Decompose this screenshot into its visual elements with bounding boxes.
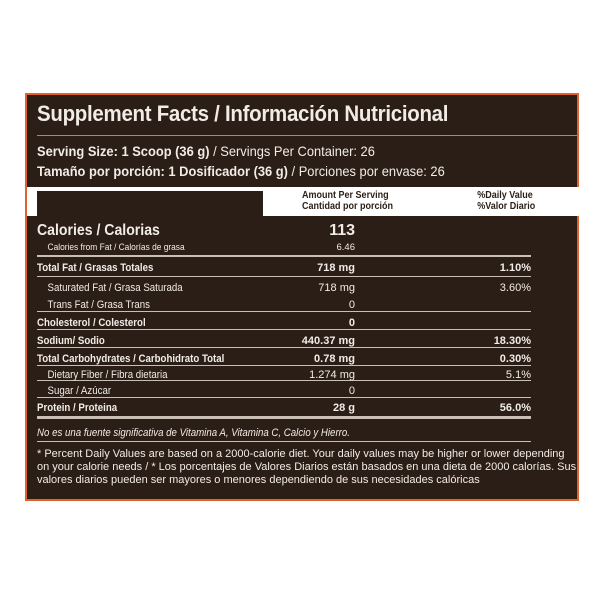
row-divider	[37, 380, 531, 381]
nutrient-amount: 718 mg	[318, 282, 355, 294]
nutrient-label: Sugar / Azúcar	[47, 385, 112, 397]
calories-from-fat-value: 6.46	[336, 242, 356, 253]
amount-header-en: Amount Per Serving	[302, 190, 389, 201]
dv-header-es: %Valor Diario	[477, 201, 536, 212]
nutrient-amount: 1.274 mg	[309, 369, 355, 381]
dv-header-en: %Daily Value	[477, 190, 533, 201]
nutrient-daily-value: 0.30%	[499, 353, 531, 365]
serving-size-label-es: Tamaño por porción: 1 Dosificador (36 g)	[37, 163, 288, 179]
nutrient-daily-value: 5.1%	[505, 369, 531, 381]
amount-header: Amount Per Serving Cantidad por porción	[302, 190, 393, 212]
nutrient-daily-value: 1.10%	[499, 262, 531, 274]
nutrient-amount: 718 mg	[317, 262, 355, 274]
divider	[37, 135, 577, 136]
nutrient-daily-value: 56.0%	[499, 402, 531, 414]
calories-row: Calories / Calorias 113	[37, 222, 531, 240]
vitamin-note: No es una fuente significativa de Vitami…	[37, 427, 350, 439]
nutrient-label: Sodium/ Sodio	[37, 335, 105, 347]
serving-size-label: Serving Size: 1 Scoop (36 g)	[37, 143, 210, 159]
row-divider	[37, 416, 531, 419]
nutrient-amount: 0	[348, 317, 355, 329]
row-divider	[37, 329, 531, 330]
nutrient-amount: 0	[348, 385, 355, 397]
calories-label: Calories / Calorias	[37, 222, 160, 239]
column-header-blank	[37, 191, 263, 216]
servings-per-container-es: / Porciones por envase: 26	[287, 163, 445, 179]
nutrient-label: Dietary Fiber / Fibra dietaria	[47, 369, 168, 381]
nutrient-label: Protein / Proteina	[37, 402, 118, 414]
row-divider	[37, 397, 531, 398]
panel-title: Supplement Facts / Información Nutricion…	[37, 101, 449, 126]
nutrient-daily-value: 3.60%	[499, 282, 531, 294]
row-divider	[37, 311, 531, 312]
dv-header: %Daily Value %Valor Diario	[477, 190, 535, 212]
row-divider	[37, 276, 531, 277]
row-divider	[37, 365, 531, 366]
servings-per-container: / Servings Per Container: 26	[209, 143, 375, 159]
nutrient-label: Cholesterol / Colesterol	[37, 317, 146, 329]
nutrient-amount: 28 g	[332, 402, 355, 414]
calories-from-fat-label: Calories from Fat / Calorías de grasa	[47, 242, 185, 253]
nutrient-daily-value: 18.30%	[493, 335, 531, 347]
nutrient-label: Total Carbohydrates / Carbohidrato Total	[37, 353, 225, 365]
nutrient-label: Total Fat / Grasas Totales	[37, 262, 154, 274]
row-divider	[37, 441, 531, 442]
nutrient-amount: 0	[348, 299, 355, 311]
nutrient-label: Saturated Fat / Grasa Saturada	[47, 282, 183, 294]
nutrient-label: Trans Fat / Grasa Trans	[47, 299, 150, 311]
supplement-facts-panel: Supplement Facts / Información Nutricion…	[25, 93, 579, 501]
daily-value-footnote: * Percent Daily Values are based on a 20…	[37, 448, 577, 486]
nutrient-amount: 440.37 mg	[301, 335, 355, 347]
nutrient-amount: 0.78 mg	[314, 353, 355, 365]
amount-header-es: Cantidad por porción	[302, 201, 394, 212]
row-divider	[37, 255, 531, 257]
calories-value: 113	[329, 222, 355, 239]
row-divider	[37, 347, 531, 348]
serving-size-es: Tamaño por porción: 1 Dosificador (36 g)…	[37, 163, 445, 179]
serving-size-en: Serving Size: 1 Scoop (36 g) / Servings …	[37, 143, 375, 159]
